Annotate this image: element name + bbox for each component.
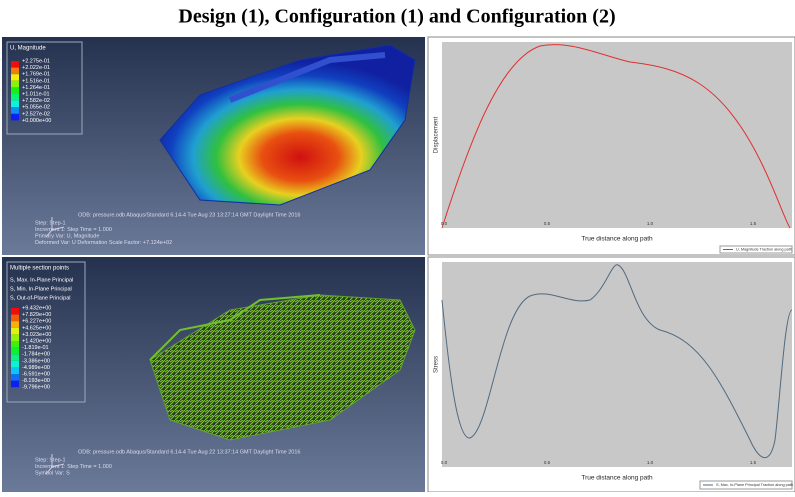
plot-area <box>442 262 792 467</box>
legend-color <box>11 334 19 341</box>
legend-color <box>11 348 19 355</box>
legend-value: -3.386e+00 <box>22 358 50 364</box>
x-tick-label: 0.5 <box>544 221 551 226</box>
panel-stress-plot: Stress True distance along path 0.0 0.5 1.0 1… <box>428 257 795 492</box>
legend-value: +1.420e+00 <box>22 338 51 344</box>
legend-color <box>11 74 19 81</box>
info-text: Step: Step-1 <box>35 220 66 226</box>
legend-color <box>11 81 19 88</box>
legend-color <box>11 94 19 101</box>
info-text: Increment 1: Step Time = 1.000 <box>35 464 112 470</box>
info-text: Step: Step-1 <box>35 457 66 463</box>
legend-color <box>11 354 19 361</box>
x-tick-label: 0.0 <box>441 221 448 226</box>
legend-title: Multiple section points <box>10 266 69 272</box>
legend-label: U, Magnitude Traction along path <box>736 248 792 252</box>
x-axis-label: True distance along path <box>581 236 653 243</box>
info-text: Increment 1: Step Time = 1.000 <box>35 227 112 233</box>
info-text: ODB: pressure.odb Abaqus/Standard 6.14-4… <box>78 449 300 455</box>
legend-color <box>11 381 19 388</box>
legend-color <box>11 101 19 108</box>
x-tick-label: 1.0 <box>647 460 654 465</box>
x-axis-label: True distance along path <box>581 475 653 482</box>
legend-value: +2.275e-01 <box>22 58 50 64</box>
info-text: Deformed Var: U Deformation Scale Factor… <box>35 240 172 246</box>
x-tick-label: 1.5 <box>750 221 757 226</box>
legend-color <box>11 114 19 121</box>
legend-color <box>11 315 19 322</box>
legend-value: -8.193e+00 <box>22 378 50 384</box>
legend-value: -4.989e+00 <box>22 365 50 371</box>
legend-value: -9.796e+00 <box>22 385 50 391</box>
legend-value: +0.000e+00 <box>22 118 51 124</box>
legend-color <box>11 61 19 68</box>
info-text: Symbol Var: S <box>35 470 70 476</box>
figure: Design (1), Configuration (1) and Config… <box>0 0 795 492</box>
legend-color <box>11 341 19 348</box>
legend-value: +9.432e+00 <box>22 305 51 311</box>
legend-value: +1.516e-01 <box>22 78 50 84</box>
legend-value: +3.023e+00 <box>22 332 51 338</box>
x-tick-label: 1.0 <box>647 221 654 226</box>
legend-value: +7.829e+00 <box>22 312 51 318</box>
legend-color <box>11 321 19 328</box>
legend-color <box>11 361 19 368</box>
legend-value: +4.625e+00 <box>22 325 51 331</box>
legend-value: +5.055e-02 <box>22 105 50 111</box>
legend-color <box>11 308 19 315</box>
legend-line: S, Min. In-Plane Principal <box>10 286 72 292</box>
panel-displacement-plot: Displacement True distance along path 0.0 0… <box>428 37 795 255</box>
x-tick-label: 0.0 <box>441 460 448 465</box>
x-tick-label: 0.5 <box>544 460 551 465</box>
legend-value: +1.011e-01 <box>22 91 50 97</box>
legend-value: +1.264e-01 <box>22 85 50 91</box>
legend-color <box>11 328 19 335</box>
legend-color <box>11 87 19 94</box>
y-axis-label: Stress <box>434 356 440 373</box>
legend-value: +6.227e+00 <box>22 319 51 325</box>
legend-value: +2.022e-01 <box>22 65 50 71</box>
y-axis-label: Displacement <box>434 116 440 153</box>
legend-value: -6.591e+00 <box>22 371 50 377</box>
legend-color <box>11 367 19 374</box>
legend-line: S, Out-of-Plane Principal <box>10 295 71 301</box>
legend-value: -1.784e+00 <box>22 352 50 358</box>
legend-label: S, Max. In-Plane Principal Traction alon… <box>716 483 793 487</box>
legend-color <box>11 374 19 381</box>
info-text: ODB: pressure.odb Abaqus/Standard 6.14-4… <box>78 212 300 218</box>
panel-stress-symbol: Multiple section points S, Max. In-Plane … <box>2 257 425 492</box>
legend-color <box>11 107 19 114</box>
legend-line: S, Max. In-Plane Principal <box>10 277 73 283</box>
x-tick-label: 1.5 <box>750 460 757 465</box>
legend-value: +7.582e-02 <box>22 98 50 104</box>
legend-color <box>11 68 19 75</box>
legend-value: +2.527e-02 <box>22 111 50 117</box>
plot-area <box>442 42 792 228</box>
title: Design (1), Configuration (1) and Config… <box>178 6 615 28</box>
panel-displacement-contour: U, Magnitude +2.275e-01+2.022e-01+1.769e-… <box>2 37 425 255</box>
info-text: Primary Var: U, Magnitude <box>35 233 99 239</box>
legend-title: U, Magnitude <box>10 46 46 52</box>
legend-value: +1.769e-01 <box>22 72 50 78</box>
legend-value: -1.819e-01 <box>22 345 49 351</box>
